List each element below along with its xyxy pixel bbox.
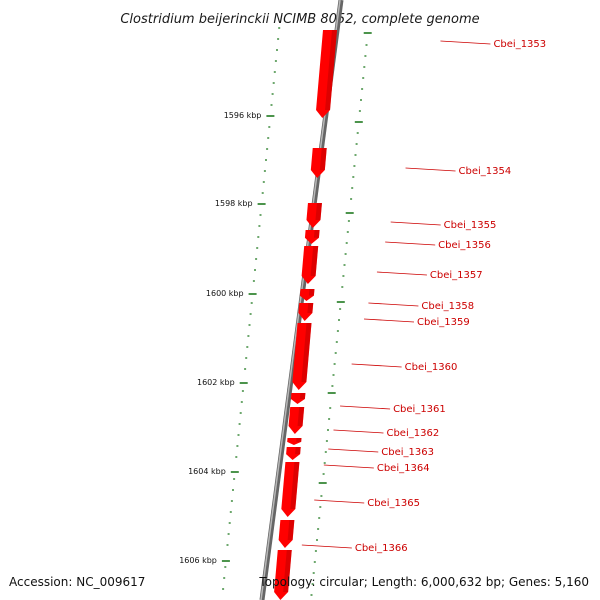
- gene-label[interactable]: Cbei_1355: [444, 220, 497, 231]
- gene-arrow[interactable]: [306, 203, 322, 228]
- gene-arrow-shade: [297, 407, 305, 426]
- gene-leader-line: [333, 429, 384, 434]
- gene-track-ticks: [310, 32, 372, 596]
- gene-arrow[interactable]: [310, 148, 327, 178]
- gene-label[interactable]: Cbei_1360: [405, 362, 458, 373]
- gene-arrow[interactable]: [281, 462, 300, 517]
- gene-arrow[interactable]: [299, 289, 315, 301]
- position-label: 1606 kbp: [179, 556, 217, 565]
- gene-leader-line: [340, 405, 391, 410]
- position-label: 1600 kbp: [206, 289, 244, 298]
- gene-label[interactable]: Cbei_1364: [377, 463, 430, 474]
- gene-arrow-shade: [315, 203, 322, 220]
- genome-summary: Topology: circular; Length: 6,000,632 bp…: [258, 575, 589, 589]
- position-label: 1598 kbp: [215, 199, 253, 208]
- gene-arrow-shade: [295, 447, 301, 455]
- map-title: Clostridium beijerinckii NCIMB 8052, com…: [120, 12, 479, 27]
- gene-arrow[interactable]: [301, 246, 319, 284]
- gene-label[interactable]: Cbei_1361: [393, 404, 446, 415]
- gene-arrow-shade: [301, 323, 312, 382]
- position-label: 1604 kbp: [188, 467, 226, 476]
- gene-arrow[interactable]: [304, 230, 320, 244]
- gene-arrow[interactable]: [287, 438, 302, 445]
- gene-leader-line: [363, 318, 415, 323]
- gene-label[interactable]: Cbei_1356: [438, 240, 491, 251]
- gene-label[interactable]: Cbei_1359: [417, 317, 470, 328]
- gene-label[interactable]: Cbei_1357: [430, 270, 483, 281]
- gene-arrow[interactable]: [286, 447, 301, 460]
- gene-leader-line: [323, 464, 374, 469]
- gene-arrow[interactable]: [274, 550, 292, 600]
- gene-arrow-shade: [299, 393, 306, 400]
- gene-leader-line: [351, 363, 402, 368]
- gene-arrow-shade: [290, 462, 300, 509]
- gene-label[interactable]: Cbei_1362: [386, 428, 439, 439]
- gene-leader-line: [314, 499, 365, 504]
- gene-arrow-shade: [319, 148, 327, 170]
- gene-arrow[interactable]: [288, 407, 305, 434]
- position-scale: 1596 kbp 1598 kbp 1600 kbp 1602 kbp 1604 kbp…: [179, 27, 281, 590]
- gene-label[interactable]: Cbei_1366: [355, 543, 408, 554]
- gene-arrow[interactable]: [292, 323, 312, 390]
- gene-label[interactable]: Cbei_1353: [493, 39, 546, 50]
- gene-leader-line: [405, 167, 456, 172]
- gene-arrow-shade: [283, 550, 292, 592]
- gene-arrow-shade: [313, 230, 320, 238]
- gene-label[interactable]: Cbei_1365: [367, 498, 420, 509]
- gene-arrow-shade: [310, 246, 319, 276]
- gene-leader-line: [376, 271, 427, 276]
- gene-leader-line: [390, 221, 441, 226]
- gene-arrow[interactable]: [298, 303, 314, 321]
- gene-track: [274, 30, 337, 600]
- gene-label[interactable]: Cbei_1363: [381, 447, 434, 458]
- gene-arrow-shade: [307, 303, 314, 313]
- accession-label: Accession: NC_009617: [9, 575, 145, 589]
- position-label: 1602 kbp: [197, 378, 235, 387]
- gene-arrow-shade: [287, 520, 295, 540]
- gene-arrow[interactable]: [290, 393, 306, 404]
- gene-arrow-shade: [296, 438, 302, 442]
- gene-leader-line: [440, 40, 491, 45]
- position-label: 1596 kbp: [224, 111, 262, 120]
- gene-label[interactable]: Cbei_1358: [421, 301, 474, 312]
- gene-arrow-shade: [308, 289, 315, 296]
- gene-leader-line: [368, 302, 419, 307]
- gene-arrow-shade: [325, 30, 337, 110]
- gene-leader-line: [328, 448, 379, 453]
- gene-arrow[interactable]: [278, 520, 295, 548]
- gene-arrow[interactable]: [316, 30, 337, 118]
- gene-leader-line: [385, 241, 436, 246]
- gene-label[interactable]: Cbei_1354: [459, 166, 512, 177]
- gene-labels: Cbei_1353 Cbei_1354 Cbei_1355 Cbei_1356 Cbei…: [301, 39, 546, 554]
- gene-leader-line: [301, 544, 352, 549]
